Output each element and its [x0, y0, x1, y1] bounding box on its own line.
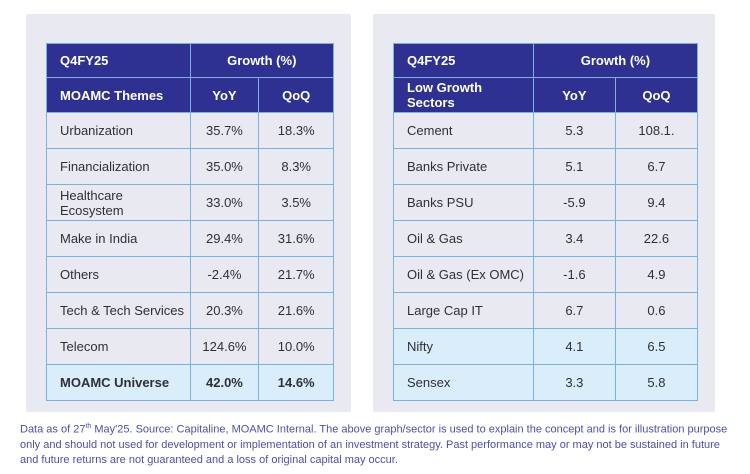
row-yoy-value: 20.3%: [189, 292, 260, 329]
row-label: Large Cap IT: [393, 292, 534, 329]
themes-qoq-header: QoQ: [258, 77, 334, 113]
row-label: Others: [46, 256, 191, 293]
row-yoy-value: 3.4: [532, 220, 616, 257]
row-label: Telecom: [46, 328, 191, 365]
themes-table: Q4FY25 Growth (%) MOAMC Themes YoY QoQ U…: [46, 43, 334, 401]
themes-table-panel: Q4FY25 Growth (%) MOAMC Themes YoY QoQ U…: [26, 14, 351, 412]
table-row: Banks PSU -5.9 9.4: [393, 184, 699, 221]
row-yoy-value: 124.6%: [189, 328, 260, 365]
sectors-qoq-header: QoQ: [614, 77, 699, 113]
row-label: Healthcare Ecosystem: [46, 184, 191, 221]
row-qoq-value: 22.6: [614, 220, 699, 257]
themes-header-row: Q4FY25 Growth (%): [46, 43, 334, 78]
row-label: Cement: [393, 112, 534, 149]
row-yoy-value: 6.7: [532, 292, 616, 329]
row-yoy-value: 5.3: [532, 112, 616, 149]
disclaimer-part1: Data as of 27: [20, 423, 86, 436]
themes-period-label: Q4FY25: [46, 43, 191, 78]
table-row: Tech & Tech Services 20.3% 21.6%: [46, 292, 334, 329]
themes-yoy-header: YoY: [189, 77, 260, 113]
row-yoy-value: 5.1: [532, 148, 616, 185]
row-label: Make in India: [46, 220, 191, 257]
row-qoq-value: 3.5%: [258, 184, 334, 221]
sectors-subheader-row: Low Growth Sectors YoY QoQ: [393, 77, 699, 113]
row-qoq-value: 31.6%: [258, 220, 334, 257]
row-yoy-value: 29.4%: [189, 220, 260, 257]
row-label: Urbanization: [46, 112, 191, 149]
row-qoq-value: 108.1.: [614, 112, 699, 149]
row-qoq-value: 9.4: [614, 184, 699, 221]
row-label: Banks PSU: [393, 184, 534, 221]
tables-container: Q4FY25 Growth (%) MOAMC Themes YoY QoQ U…: [26, 14, 715, 412]
table-row: Telecom 124.6% 10.0%: [46, 328, 334, 365]
disclaimer-superscript: th: [85, 423, 92, 430]
table-row: Cement 5.3 108.1.: [393, 112, 699, 149]
table-row: Oil & Gas 3.4 22.6: [393, 220, 699, 257]
themes-category-header: MOAMC Themes: [46, 77, 191, 113]
row-label: Financialization: [46, 148, 191, 185]
table-row: Make in India 29.4% 31.6%: [46, 220, 334, 257]
sectors-header-row: Q4FY25 Growth (%): [393, 43, 699, 78]
sectors-table: Q4FY25 Growth (%) Low Growth Sectors YoY…: [393, 43, 699, 401]
table-row: MOAMC Universe 42.0% 14.6%: [46, 364, 334, 401]
table-row: Nifty 4.1 6.5: [393, 328, 699, 365]
row-yoy-value: 42.0%: [189, 364, 260, 401]
table-row: Urbanization 35.7% 18.3%: [46, 112, 334, 149]
row-yoy-value: 35.0%: [189, 148, 260, 185]
row-qoq-value: 6.7: [614, 148, 699, 185]
themes-subheader-row: MOAMC Themes YoY QoQ: [46, 77, 334, 113]
row-qoq-value: 4.9: [614, 256, 699, 293]
row-qoq-value: 8.3%: [258, 148, 334, 185]
sectors-table-panel: Q4FY25 Growth (%) Low Growth Sectors YoY…: [373, 14, 715, 412]
sectors-period-label: Q4FY25: [393, 43, 534, 78]
sectors-category-header: Low Growth Sectors: [393, 77, 534, 113]
row-qoq-value: 14.6%: [258, 364, 334, 401]
table-row: Oil & Gas (Ex OMC) -1.6 4.9: [393, 256, 699, 293]
row-yoy-value: 3.3: [532, 364, 616, 401]
disclaimer-part2: May'25. Source: Capitaline, MOAMC Intern…: [20, 423, 728, 467]
table-row: Others -2.4% 21.7%: [46, 256, 334, 293]
row-label: Oil & Gas (Ex OMC): [393, 256, 534, 293]
table-row: Healthcare Ecosystem 33.0% 3.5%: [46, 184, 334, 221]
row-label: Nifty: [393, 328, 534, 365]
row-qoq-value: 21.6%: [258, 292, 334, 329]
sectors-growth-label: Growth (%): [532, 43, 699, 78]
row-qoq-value: 0.6: [614, 292, 699, 329]
row-qoq-value: 10.0%: [258, 328, 334, 365]
row-qoq-value: 6.5: [614, 328, 699, 365]
row-yoy-value: 33.0%: [189, 184, 260, 221]
sectors-yoy-header: YoY: [532, 77, 616, 113]
table-row: Financialization 35.0% 8.3%: [46, 148, 334, 185]
row-yoy-value: -1.6: [532, 256, 616, 293]
row-qoq-value: 5.8: [614, 364, 699, 401]
table-row: Sensex 3.3 5.8: [393, 364, 699, 401]
row-label: Banks Private: [393, 148, 534, 185]
row-label: Sensex: [393, 364, 534, 401]
table-row: Large Cap IT 6.7 0.6: [393, 292, 699, 329]
row-yoy-value: 35.7%: [189, 112, 260, 149]
row-label: Oil & Gas: [393, 220, 534, 257]
row-yoy-value: -5.9: [532, 184, 616, 221]
row-yoy-value: 4.1: [532, 328, 616, 365]
disclaimer-text: Data as of 27th May'25. Source: Capitali…: [20, 422, 730, 469]
themes-growth-label: Growth (%): [189, 43, 334, 78]
row-label: Tech & Tech Services: [46, 292, 191, 329]
row-qoq-value: 18.3%: [258, 112, 334, 149]
table-row: Banks Private 5.1 6.7: [393, 148, 699, 185]
row-qoq-value: 21.7%: [258, 256, 334, 293]
row-label: MOAMC Universe: [46, 364, 191, 401]
row-yoy-value: -2.4%: [189, 256, 260, 293]
